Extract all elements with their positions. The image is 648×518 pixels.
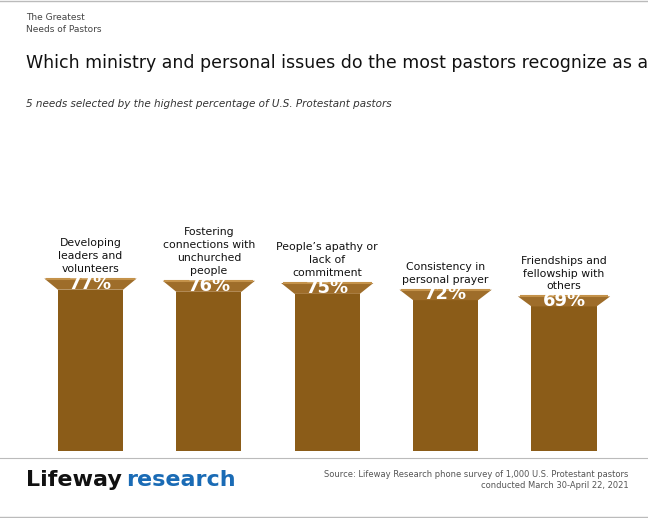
Polygon shape xyxy=(399,290,492,300)
Text: 69%: 69% xyxy=(542,292,586,310)
Text: Developing
leaders and
volunteers: Developing leaders and volunteers xyxy=(58,238,122,274)
Polygon shape xyxy=(163,281,255,292)
Text: Lifeway: Lifeway xyxy=(26,469,122,490)
Text: 77%: 77% xyxy=(69,275,112,293)
Text: Friendships and
fellowship with
others: Friendships and fellowship with others xyxy=(521,256,607,292)
Text: 76%: 76% xyxy=(187,277,231,295)
Bar xyxy=(531,307,597,451)
Polygon shape xyxy=(281,283,373,294)
Text: Consistency in
personal prayer: Consistency in personal prayer xyxy=(402,262,489,285)
Text: People’s apathy or
lack of
commitment: People’s apathy or lack of commitment xyxy=(277,242,378,278)
Bar xyxy=(58,290,123,451)
Text: Source: Lifeway Research phone survey of 1,000 U.S. Protestant pastors
conducted: Source: Lifeway Research phone survey of… xyxy=(324,470,629,490)
Polygon shape xyxy=(518,296,610,307)
Text: 75%: 75% xyxy=(306,279,349,297)
Bar xyxy=(295,294,360,451)
Bar xyxy=(413,300,478,451)
Bar xyxy=(176,292,242,451)
Polygon shape xyxy=(44,279,137,290)
Text: Which ministry and personal issues do the most pastors recognize as a need?: Which ministry and personal issues do th… xyxy=(26,54,648,73)
Text: research: research xyxy=(126,469,236,490)
Text: 5 needs selected by the highest percentage of U.S. Protestant pastors: 5 needs selected by the highest percenta… xyxy=(26,99,391,109)
Text: 72%: 72% xyxy=(424,285,467,304)
Text: Fostering
connections with
unchurched
people: Fostering connections with unchurched pe… xyxy=(163,227,255,276)
Text: The Greatest
Needs of Pastors: The Greatest Needs of Pastors xyxy=(26,13,102,34)
